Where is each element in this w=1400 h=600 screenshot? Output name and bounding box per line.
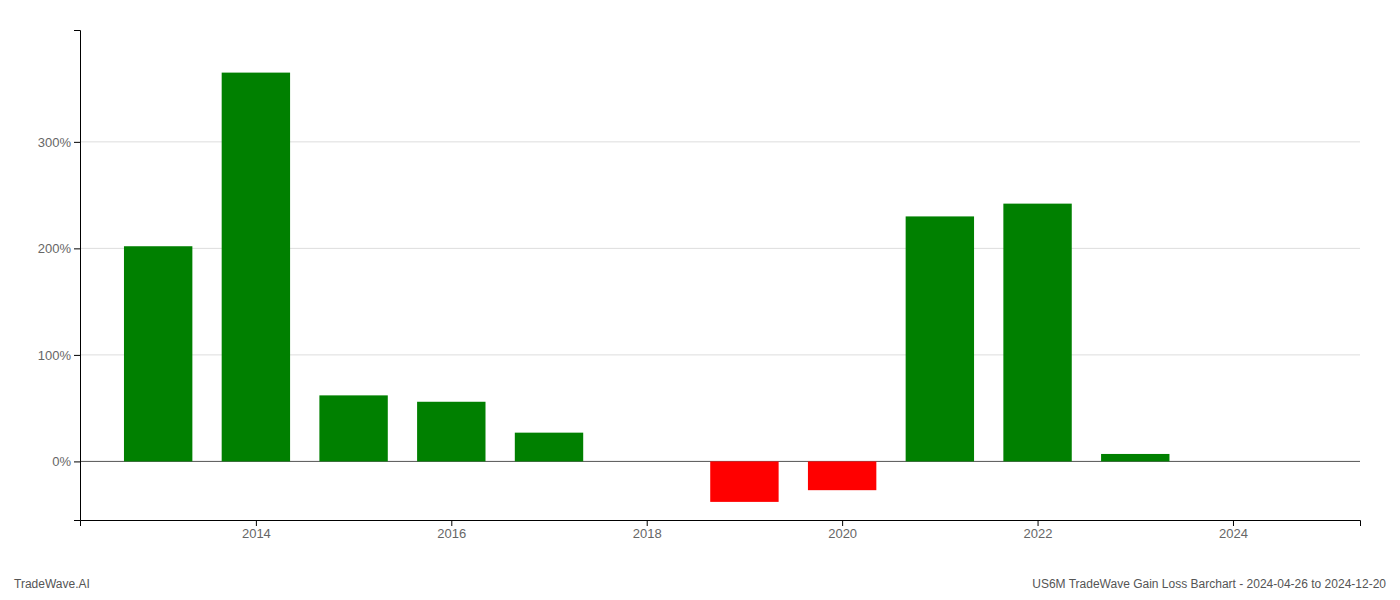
x-tick: 2016 <box>437 520 466 541</box>
x-tick-mark <box>1038 520 1039 526</box>
y-axis: 0% 100% 200% 300% <box>38 31 81 521</box>
x-tick: 2024 <box>1219 520 1248 541</box>
y-axis-line <box>74 31 81 521</box>
x-tick: 2020 <box>828 520 857 541</box>
bars <box>124 73 1169 502</box>
bar <box>222 73 290 462</box>
x-tick-label: 2024 <box>1219 526 1248 541</box>
bar <box>1003 204 1071 462</box>
x-axis: 2014 2016 2018 2020 2022 2024 <box>81 520 1361 541</box>
x-tick: 2022 <box>1024 520 1053 541</box>
x-tick-mark <box>451 520 452 526</box>
bar <box>1101 454 1169 461</box>
x-axis-line <box>81 521 1361 527</box>
footer-text: US6M TradeWave Gain Loss Barchart - 2024… <box>1032 577 1386 591</box>
x-tick-label: 2014 <box>242 526 271 541</box>
bar <box>319 395 387 461</box>
bar <box>124 246 192 461</box>
plot: 2014 2016 2018 2020 2022 2024 0% 100% 200% 300% <box>38 31 1361 542</box>
y-tick-mark <box>74 355 80 356</box>
bar <box>710 461 778 501</box>
x-tick-mark <box>256 520 257 526</box>
bar <box>1199 461 1267 462</box>
y-tick-mark <box>74 142 80 143</box>
chart: 2014 2016 2018 2020 2022 2024 0% 100% 200% 300% Tr… <box>0 0 1400 600</box>
bar <box>515 433 583 462</box>
bar <box>906 216 974 461</box>
y-tick-mark <box>74 248 80 249</box>
y-tick-mark <box>74 461 80 462</box>
x-tick-label: 2018 <box>633 526 662 541</box>
bar <box>808 461 876 490</box>
x-tick-label: 2016 <box>437 526 466 541</box>
x-tick-label: 2020 <box>828 526 857 541</box>
y-tick: 200% <box>38 241 80 256</box>
y-tick: 100% <box>38 348 80 363</box>
bar <box>613 461 681 462</box>
y-tick: 300% <box>38 135 80 150</box>
y-tick-label: 100% <box>38 348 72 363</box>
x-tick-mark <box>1233 520 1234 526</box>
bar <box>417 402 485 462</box>
x-tick: 2014 <box>242 520 271 541</box>
x-tick-mark <box>647 520 648 526</box>
y-tick-label: 0% <box>52 454 71 469</box>
x-tick: 2018 <box>633 520 662 541</box>
footer-text: TradeWave.AI <box>14 577 90 591</box>
y-tick: 0% <box>52 454 80 469</box>
y-tick-label: 300% <box>38 135 72 150</box>
x-tick-mark <box>842 520 843 526</box>
y-tick-label: 200% <box>38 241 72 256</box>
x-tick-label: 2022 <box>1024 526 1053 541</box>
